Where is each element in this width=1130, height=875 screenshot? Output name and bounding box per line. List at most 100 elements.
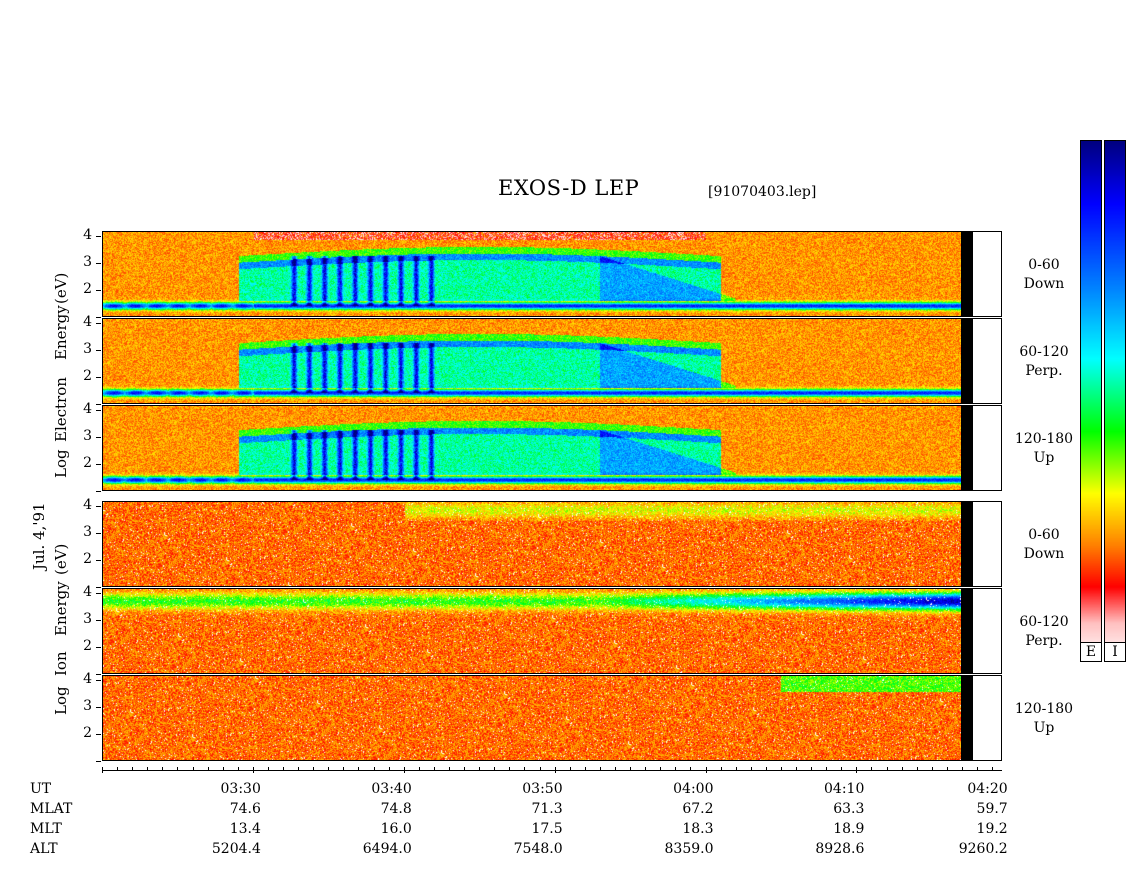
- x-tick-mark: [117, 767, 119, 771]
- spectrogram-ion-perp: [102, 588, 962, 674]
- y-tick-mark: [96, 236, 101, 238]
- y-tick-label: 3: [83, 254, 92, 271]
- ephemeris-value: 67.2: [682, 801, 714, 817]
- ephemeris-value: 18.9: [833, 821, 865, 837]
- y-tick-mark: [96, 317, 101, 318]
- ephemeris-value: 19.2: [976, 821, 1008, 837]
- x-tick-mark: [283, 767, 285, 771]
- x-tick-mark: [614, 767, 616, 771]
- y-tick-mark: [96, 593, 101, 595]
- x-tick-mark: [856, 767, 858, 773]
- x-tick-label: 04:10: [824, 781, 865, 797]
- x-tick-mark: [267, 767, 269, 771]
- pitch-angle-direction: Up: [1033, 450, 1055, 466]
- y-tick-label: 4: [83, 671, 92, 688]
- x-tick-mark: [358, 767, 360, 771]
- x-tick-mark: [645, 767, 647, 771]
- x-tick-mark: [796, 767, 798, 771]
- x-tick-mark: [162, 767, 164, 771]
- y-tick-label: 4: [83, 401, 92, 418]
- y-tick-mark: [96, 560, 101, 562]
- x-tick-mark: [841, 767, 843, 771]
- y-tick-label: 3: [83, 341, 92, 358]
- x-tick-mark: [509, 767, 511, 771]
- colorbar-label-e: E: [1080, 642, 1102, 662]
- electron-label-ev: (eV): [52, 272, 70, 304]
- x-tick-mark: [479, 767, 481, 771]
- y-tick-mark: [96, 680, 101, 682]
- y-tick-label: 2: [83, 368, 92, 385]
- x-tick-mark: [977, 767, 979, 771]
- ephemeris-value: 63.3: [833, 801, 865, 817]
- x-tick-mark: [328, 767, 330, 771]
- x-tick-mark: [826, 767, 828, 771]
- x-tick-mark: [946, 767, 948, 771]
- x-tick-mark: [373, 767, 375, 771]
- x-tick-mark: [569, 767, 571, 771]
- y-tick-mark: [96, 707, 101, 709]
- x-tick-mark: [343, 767, 345, 771]
- x-tick-mark: [192, 767, 194, 771]
- x-tick-mark: [403, 767, 405, 773]
- ion-label-ev: (eV): [52, 543, 70, 575]
- y-tick-mark: [96, 533, 101, 535]
- x-tick-mark: [418, 767, 420, 771]
- x-tick-mark: [886, 767, 888, 771]
- pitch-angle-direction: Perp.: [1025, 363, 1063, 379]
- ephemeris-value: 59.7: [976, 801, 1008, 817]
- ephemeris-value: 5204.4: [211, 841, 261, 857]
- x-tick-mark: [177, 767, 179, 771]
- pitch-angle-range: 120-180: [1014, 431, 1074, 447]
- x-tick-mark: [298, 767, 300, 771]
- x-tick-mark: [735, 767, 737, 771]
- spectrogram-electron-up: [102, 405, 962, 491]
- x-tick-mark: [132, 767, 134, 771]
- y-tick-label: 2: [83, 725, 92, 742]
- colorbar-label-i: I: [1104, 642, 1126, 662]
- ephemeris-row-label: MLAT: [30, 801, 73, 817]
- pitch-angle-direction: Down: [1023, 546, 1065, 562]
- blank-region: [972, 588, 1002, 674]
- pitch-angle-range: 60-120: [1019, 344, 1069, 360]
- date-label: Jul. 4,'91: [30, 502, 48, 570]
- ephemeris-value: 71.3: [531, 801, 563, 817]
- ephemeris-row-label: ALT: [30, 841, 58, 857]
- x-tick-mark: [524, 767, 526, 771]
- x-tick-mark: [207, 767, 209, 771]
- blank-region: [972, 675, 1002, 761]
- pitch-angle-label: 120-180 Up: [1004, 430, 1084, 468]
- x-tick-mark: [720, 767, 722, 771]
- ephemeris-value: 8359.0: [664, 841, 714, 857]
- electron-label-energy: Energy: [52, 305, 70, 360]
- ephemeris-value: 18.3: [682, 821, 714, 837]
- x-tick-mark: [554, 767, 556, 773]
- ephemeris-value: 16.0: [380, 821, 412, 837]
- x-tick-mark: [237, 767, 239, 771]
- x-tick-mark: [765, 767, 767, 771]
- x-tick-mark: [102, 767, 103, 773]
- spectrogram-ion-up: [102, 675, 962, 761]
- pitch-angle-label: 0-60 Down: [1004, 526, 1084, 564]
- y-tick-mark: [96, 587, 101, 588]
- x-tick-mark: [750, 767, 752, 771]
- pitch-angle-label: 60-120 Perp.: [1004, 343, 1084, 381]
- ion-label-ion: Ion: [52, 651, 70, 676]
- spectrogram-electron-perp: [102, 318, 962, 404]
- ephemeris-row-label: UT: [30, 781, 52, 797]
- ion-label-energy: Energy: [52, 581, 70, 636]
- x-tick-mark: [871, 767, 873, 771]
- y-tick-label: 4: [83, 584, 92, 601]
- file-name: [91070403.lep]: [708, 184, 817, 200]
- y-tick-mark: [96, 350, 101, 352]
- y-tick-mark: [96, 491, 101, 492]
- ion-label-log: Log: [52, 686, 70, 715]
- x-tick-mark: [539, 767, 541, 771]
- x-tick-mark: [252, 767, 254, 773]
- y-tick-mark: [96, 761, 101, 762]
- x-tick-mark: [931, 767, 933, 771]
- y-tick-mark: [96, 464, 101, 466]
- y-tick-mark: [96, 734, 101, 736]
- blank-region: [972, 501, 1002, 587]
- x-tick-label: 03:50: [522, 781, 563, 797]
- ephemeris-value: 17.5: [531, 821, 563, 837]
